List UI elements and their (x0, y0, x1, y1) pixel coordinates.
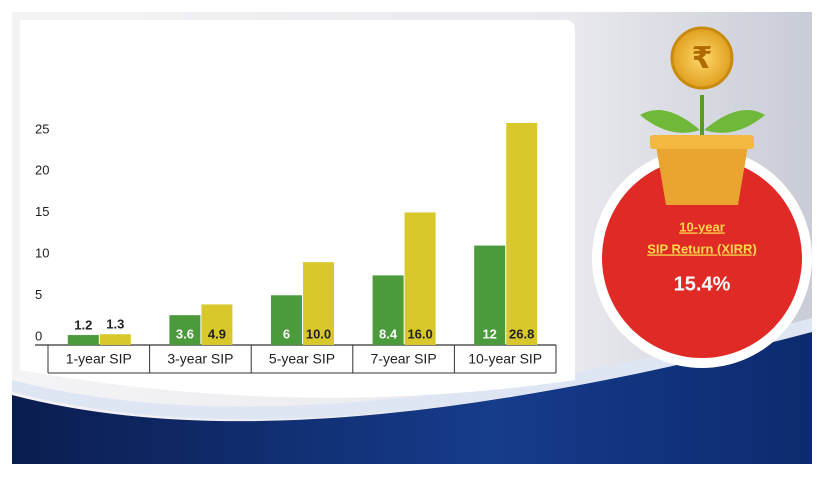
x-tick-label: 5-year SIP (269, 351, 335, 367)
y-tick-label: 5 (35, 287, 42, 302)
value-label: 8.4 (379, 326, 398, 341)
bar (474, 245, 506, 345)
value-label: 4.9 (208, 326, 226, 341)
x-tick-label: 1-year SIP (66, 351, 132, 367)
badge-line1: 10-year (679, 219, 725, 234)
bar (506, 122, 538, 345)
plant-leaves (640, 110, 765, 133)
y-tick-label: 0 (35, 328, 42, 343)
coin-symbol: ₹ (692, 42, 713, 75)
value-label: 6 (283, 326, 290, 341)
chart-panel (20, 20, 575, 398)
bar (201, 304, 233, 345)
y-tick-label: 20 (35, 163, 49, 178)
y-tick-label: 10 (35, 246, 49, 261)
bar (271, 295, 302, 345)
value-label: 12 (482, 326, 496, 341)
bar (169, 315, 201, 345)
value-label: 3.6 (176, 326, 194, 341)
value-label: 26.8 (509, 326, 534, 341)
coin (670, 26, 734, 90)
swoosh-edge (12, 318, 812, 420)
badge-value: 15.4% (674, 273, 731, 295)
bar (404, 212, 436, 345)
badge-line2: SIP Return (XIRR) (647, 241, 757, 256)
pot (655, 140, 749, 205)
bar (99, 334, 131, 345)
bar (67, 335, 99, 345)
pot-rim (650, 135, 754, 149)
badge (602, 158, 802, 358)
bar (303, 262, 334, 345)
value-label: 1.2 (74, 317, 92, 332)
x-tick-label: 7-year SIP (371, 351, 437, 367)
value-label: 10.0 (306, 326, 331, 341)
bar (372, 275, 404, 345)
y-tick-label: 25 (35, 121, 49, 136)
x-tick-label: 10-year SIP (468, 351, 542, 367)
y-tick-label: 15 (35, 204, 49, 219)
value-label: 16.0 (407, 326, 432, 341)
x-tick-label: 3-year SIP (167, 351, 233, 367)
value-label: 1.3 (106, 317, 124, 332)
swoosh (12, 330, 812, 464)
